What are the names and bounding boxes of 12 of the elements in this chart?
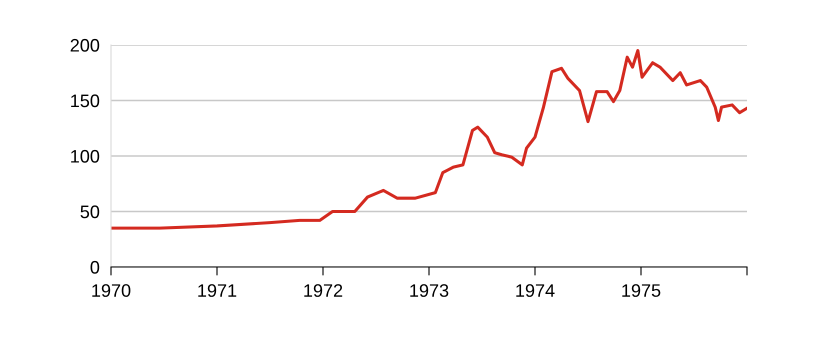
y-tick-label: 150: [71, 94, 100, 108]
x-tick-label: 1972: [304, 284, 342, 297]
x-tick-label: 1973: [410, 284, 448, 297]
x-tick-label: 1975: [622, 284, 660, 297]
y-tick-label: 100: [71, 150, 100, 163]
y-tick-label: 200: [70, 38, 100, 52]
x-tick-label: 1974: [516, 284, 555, 297]
x-tick-label: 1971: [198, 284, 236, 297]
line-series: [111, 49, 747, 230]
y-tick-label: 0: [90, 260, 100, 274]
x-tick-label: 1970: [92, 284, 130, 297]
y-tick-label: 50: [80, 205, 100, 218]
